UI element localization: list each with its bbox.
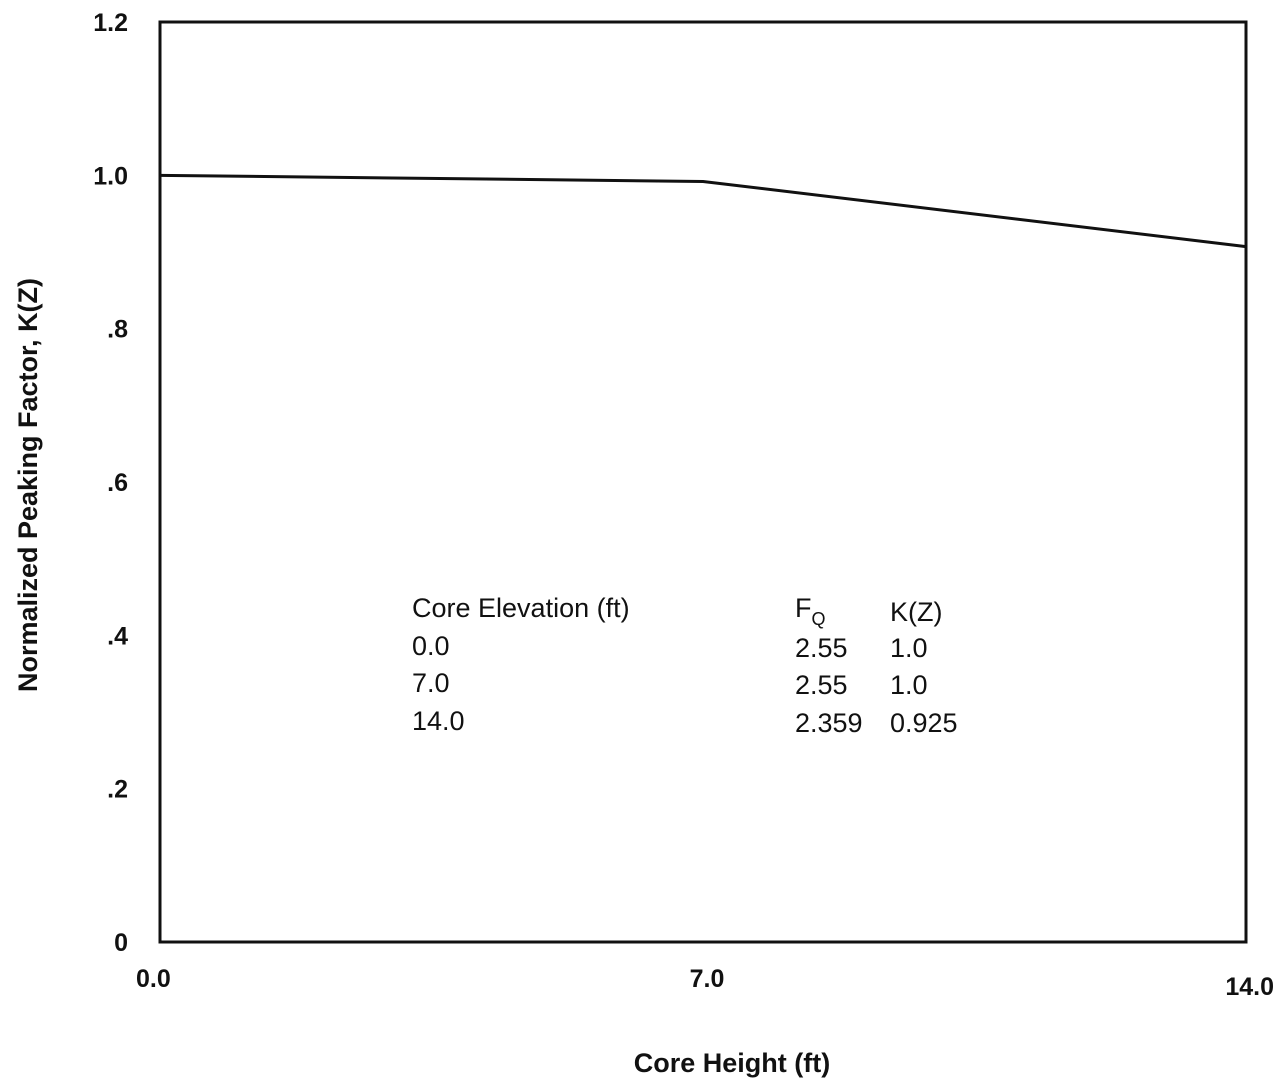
series-layer bbox=[159, 173, 1247, 249]
x-tick-label: 14.0 bbox=[1225, 973, 1274, 1001]
x-tick-label: 7.0 bbox=[690, 965, 725, 993]
table-header-elevation: Core Elevation (ft) bbox=[412, 593, 630, 623]
table-header-fq-sub: Q bbox=[812, 609, 826, 629]
table-row-2-fq: 2.55 bbox=[795, 670, 848, 700]
table-header-fq: FQ bbox=[795, 593, 826, 629]
y-tick-label: 1.2 bbox=[93, 9, 128, 37]
table-row-2-elevation: 7.0 bbox=[412, 668, 450, 698]
table-row-2-kz: 1.0 bbox=[890, 670, 928, 700]
y-tick-label: .2 bbox=[107, 776, 128, 804]
x-tick-label: 0.0 bbox=[136, 965, 171, 993]
table-row-3-elevation: 14.0 bbox=[412, 706, 465, 736]
y-tick-label: 1.0 bbox=[93, 162, 128, 190]
x-tick-labels: 0.0 7.0 14.0 bbox=[136, 965, 1274, 1001]
table-row-3-kz: 0.925 bbox=[890, 708, 958, 738]
x-axis-label: Core Height (ft) bbox=[634, 1048, 830, 1078]
table-header-kz: K(Z) bbox=[890, 597, 942, 627]
y-tick-label: .4 bbox=[107, 622, 128, 650]
table-row-3-fq: 2.359 bbox=[795, 708, 863, 738]
y-tick-label: 0 bbox=[114, 929, 128, 957]
table-row-1-elevation: 0.0 bbox=[412, 631, 450, 661]
annotation-table: Core Elevation (ft) FQ K(Z) 0.0 2.55 1.0… bbox=[412, 593, 958, 738]
series-line bbox=[159, 173, 1247, 249]
table-header-fq-main: F bbox=[795, 593, 812, 623]
y-tick-labels: 0 .2 .4 .6 .8 1.0 1.2 bbox=[93, 9, 128, 957]
y-tick-label: .6 bbox=[107, 469, 128, 497]
table-row-1-fq: 2.55 bbox=[795, 633, 848, 663]
y-tick-label: .8 bbox=[107, 316, 128, 344]
y-axis-label: Normalized Peaking Factor, K(Z) bbox=[13, 278, 43, 692]
plot-frame bbox=[158, 20, 1248, 944]
table-row-1-kz: 1.0 bbox=[890, 633, 928, 663]
